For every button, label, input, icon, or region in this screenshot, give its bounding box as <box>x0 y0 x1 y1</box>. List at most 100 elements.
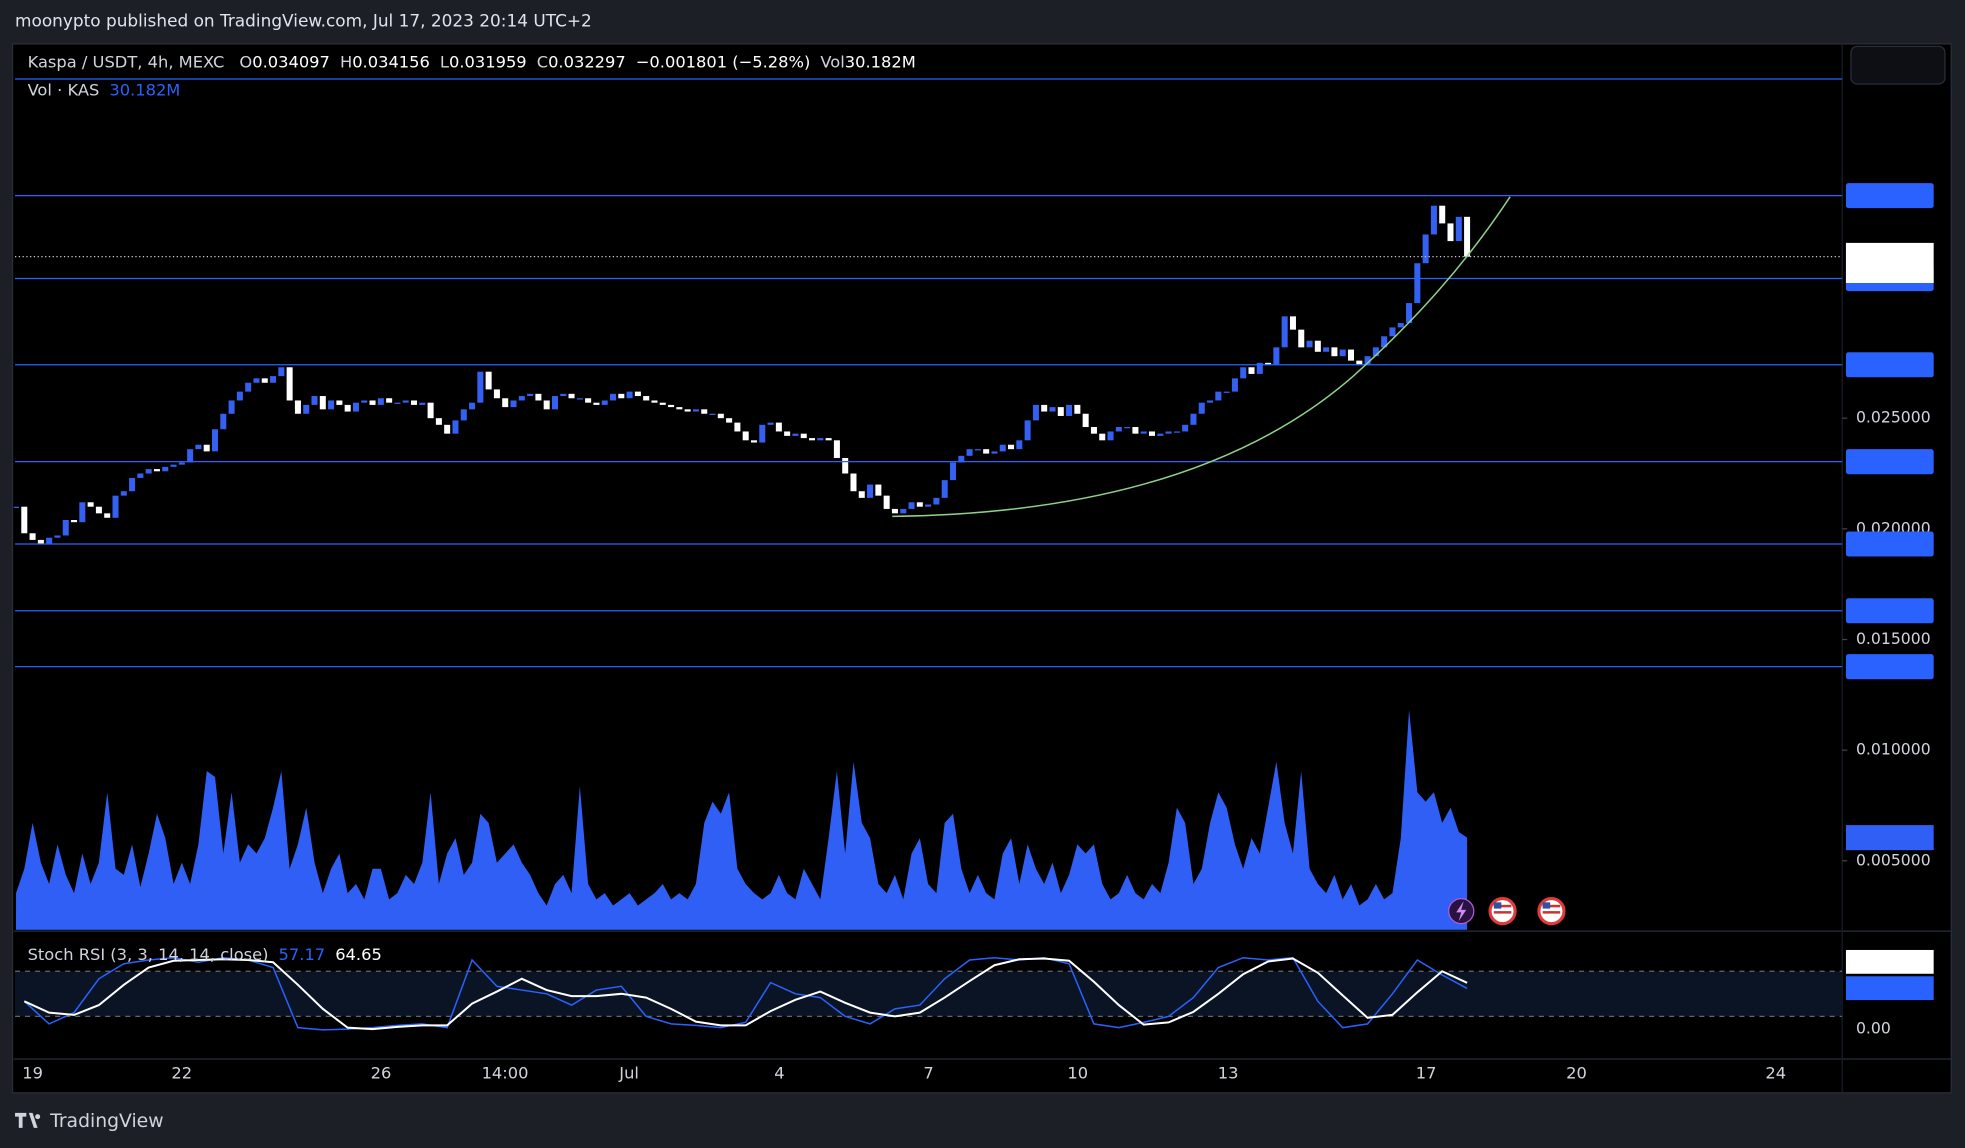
x-tick-label: 24 <box>1765 1064 1786 1083</box>
flag-stripe <box>1493 904 1512 908</box>
candle-body <box>261 378 268 383</box>
toolbar-button[interactable] <box>1850 45 1946 85</box>
candle-body <box>974 449 981 451</box>
candle-body <box>610 393 617 401</box>
candle-body <box>1198 402 1205 414</box>
level-badge <box>1845 531 1934 557</box>
stoch-legend: Stoch RSI (3, 3, 14, 14, close) 57.17 64.6… <box>28 944 382 963</box>
y-tick-label: 0.010000 <box>1856 740 1931 759</box>
candle-body <box>427 402 434 419</box>
flag-stripe <box>1542 911 1561 914</box>
candle-body <box>1132 427 1139 434</box>
candle-body <box>1464 216 1471 257</box>
level-badge <box>1845 352 1934 378</box>
candle-body <box>809 438 816 441</box>
candle-body <box>527 393 534 397</box>
candle-body <box>1265 362 1272 366</box>
publish-header: moonypto published on TradingView.com, J… <box>15 10 592 30</box>
level-badge <box>1845 183 1934 209</box>
candle-body <box>518 396 525 401</box>
candle-body <box>576 398 583 400</box>
candle-body <box>1339 349 1346 357</box>
candle-body <box>1066 404 1073 416</box>
candle-body <box>593 402 600 405</box>
candle-body <box>485 371 492 390</box>
candle-body <box>377 398 384 405</box>
candle-body <box>104 513 111 518</box>
candle-body <box>991 451 998 454</box>
chart-panel <box>11 43 1952 1094</box>
level-badge <box>1845 598 1934 624</box>
candle-body <box>1182 424 1189 432</box>
candle-body <box>1190 413 1197 425</box>
candle-body <box>1323 347 1330 352</box>
x-tick-label: Jul <box>618 1064 639 1083</box>
candle-body <box>319 396 326 410</box>
candle-body <box>1331 347 1338 357</box>
candle-body <box>1414 263 1421 304</box>
candle-body <box>734 422 741 432</box>
candle-body <box>676 407 683 410</box>
candle-body <box>560 393 567 397</box>
candle-body <box>62 519 69 536</box>
footer-brand: TradingView <box>49 1111 163 1132</box>
candle-body <box>303 404 310 414</box>
candle-body <box>1356 360 1363 366</box>
flag-stripe <box>1493 911 1512 914</box>
candle-body <box>460 409 467 421</box>
candle-body <box>220 413 227 430</box>
candle-body <box>933 497 940 505</box>
vol-key: Vol <box>820 52 844 71</box>
candle-body <box>87 502 94 507</box>
candle-body <box>983 449 990 454</box>
candle-body <box>792 433 799 436</box>
candle-body <box>1281 316 1288 348</box>
level-badge <box>1845 449 1934 475</box>
candle-body <box>493 389 500 399</box>
candle-body <box>668 404 675 408</box>
curve-drawing <box>892 196 1511 518</box>
candle-body <box>1074 404 1081 414</box>
candle-body <box>54 535 61 538</box>
candle-body <box>1447 223 1454 242</box>
candle-body <box>1406 303 1413 324</box>
candle-body <box>775 422 782 432</box>
candle-body <box>1165 431 1172 434</box>
candle-body <box>336 400 343 405</box>
candle-body <box>618 393 625 399</box>
candle-body <box>46 537 53 545</box>
candle-body <box>1231 378 1238 392</box>
candle-body <box>726 418 733 423</box>
candle-body <box>634 391 641 397</box>
y-tick-label: 0.005000 <box>1856 850 1931 869</box>
candle-body <box>1140 431 1147 434</box>
candle-body <box>245 382 252 392</box>
x-tick-label: 26 <box>371 1064 392 1083</box>
candle-body <box>717 413 724 419</box>
stoch-band <box>15 971 1843 1017</box>
candle-body <box>767 422 774 425</box>
candle-body <box>13 506 20 508</box>
candle-body <box>842 458 849 474</box>
candle-body <box>1389 327 1396 337</box>
candle-body <box>949 462 956 481</box>
candle-body <box>1024 420 1031 441</box>
candle-body <box>361 400 368 403</box>
candle-body <box>1032 404 1039 421</box>
candle-body <box>916 502 923 507</box>
candle-body <box>344 404 351 412</box>
candle-body <box>1256 362 1263 374</box>
candle-body <box>162 466 169 472</box>
vol-title-value: 30.182M <box>109 80 180 99</box>
candle-body <box>228 400 235 414</box>
candle-body <box>153 469 160 472</box>
candle-body <box>411 400 418 405</box>
x-tick-label: 13 <box>1218 1064 1239 1083</box>
candle-body <box>941 480 948 498</box>
candle-body <box>1008 444 1015 450</box>
candle-body <box>875 484 882 496</box>
y-tick-label: 0.025000 <box>1856 408 1931 427</box>
candle-body <box>294 400 301 414</box>
legend-value: 0.034156 <box>352 52 430 71</box>
